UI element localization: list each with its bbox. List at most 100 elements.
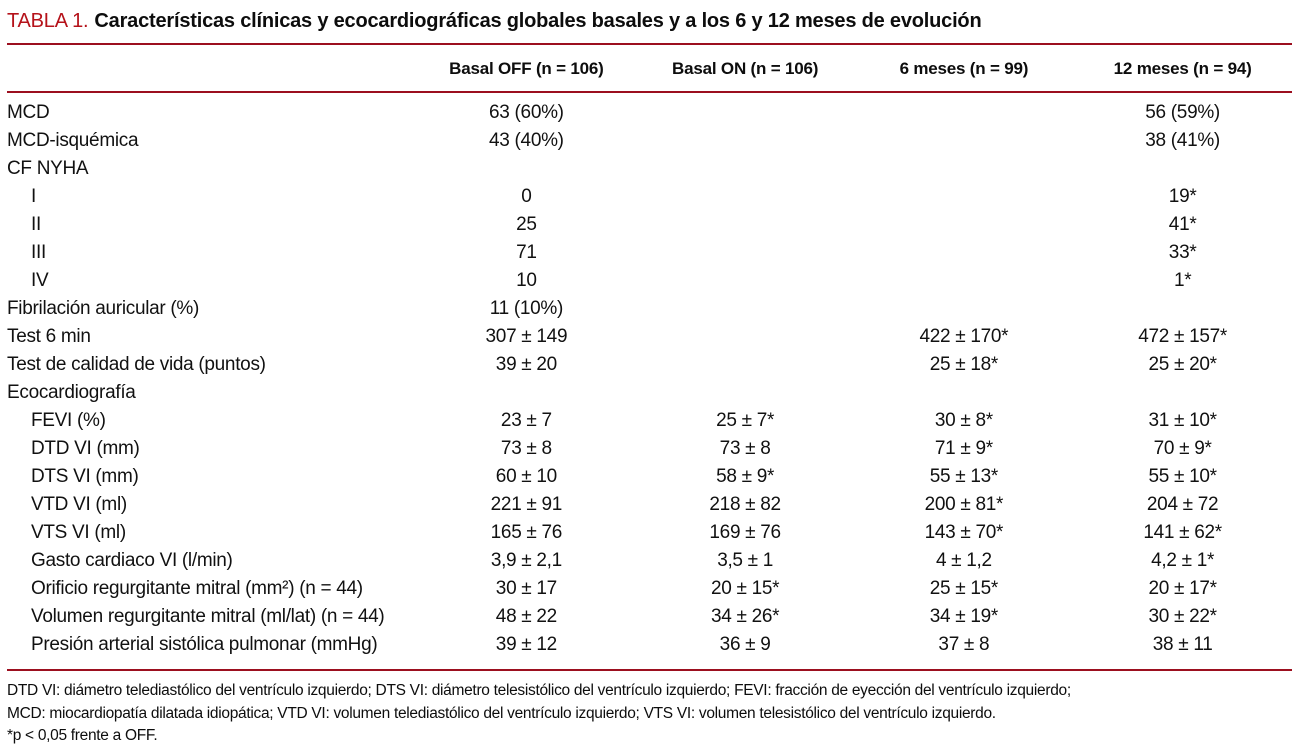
- cell: 33*: [1168, 242, 1197, 263]
- cell: 70 ± 9*: [1153, 438, 1212, 459]
- cell: 221 ± 91: [490, 494, 563, 515]
- table-body: MCD 63 (60%) 56 (59%) MCD-isquémica 43 (40%)…: [7, 92, 1292, 670]
- table-header: Basal OFF (n = 106) Basal ON (n = 106) 6…: [7, 44, 1292, 93]
- cell: 25 ± 7*: [716, 410, 775, 431]
- cell: [855, 127, 1074, 155]
- cell: 0: [521, 186, 532, 207]
- table-row: Test de calidad de vida (puntos) 39 ± 20 2…: [7, 351, 1292, 379]
- cell: 11 (10%): [489, 298, 564, 319]
- cell: 20 ± 17*: [1148, 578, 1218, 599]
- cell: 307 ± 149: [485, 326, 568, 347]
- cell: 4 ± 1,2: [935, 550, 992, 571]
- table-row: FEVI (%) 23 ± 7 25 ± 7* 30 ± 8* 31 ± 10*: [7, 407, 1292, 435]
- cell: 23 ± 7: [500, 410, 552, 431]
- cell: [636, 295, 855, 323]
- table-row: Orificio regurgitante mitral (mm²) (n = …: [7, 575, 1292, 603]
- table-row: I 0 19*: [7, 183, 1292, 211]
- cell: 36 ± 9: [719, 634, 771, 655]
- cell: [855, 295, 1074, 323]
- cell: 10: [516, 270, 537, 291]
- cell: 48 ± 22: [495, 606, 557, 627]
- table-row: Gasto cardiaco VI (l/min) 3,9 ± 2,1 3,5 ± …: [7, 547, 1292, 575]
- cell: 1*: [1173, 270, 1192, 291]
- cell: 19*: [1168, 186, 1197, 207]
- row-label: II: [31, 214, 41, 235]
- cell: [855, 183, 1074, 211]
- cell: [636, 267, 855, 295]
- cell: [855, 379, 1074, 407]
- row-label: I: [31, 186, 36, 207]
- cell: 37 ± 8: [938, 634, 990, 655]
- cell: [636, 211, 855, 239]
- cell: [636, 183, 855, 211]
- cell: 39 ± 12: [495, 634, 557, 655]
- cell: 3,9 ± 2,1: [490, 550, 562, 571]
- row-label: Volumen regurgitante mitral (ml/lat) (n …: [31, 606, 385, 627]
- row-label: Presión arterial sistólica pulmonar (mmH…: [31, 634, 378, 655]
- cell: 472 ± 157*: [1138, 326, 1228, 347]
- table-caption: Características clínicas y ecocardiográf…: [94, 10, 982, 32]
- table-title: TABLA 1. Características clínicas y ecoca…: [7, 0, 1292, 34]
- row-label: CF NYHA: [7, 158, 89, 179]
- cell: 31 ± 10*: [1148, 410, 1218, 431]
- footnote-line: MCD: miocardiopatía dilatada idiopática;…: [7, 704, 996, 722]
- row-label: FEVI (%): [31, 410, 106, 431]
- cell: 218 ± 82: [709, 494, 781, 515]
- row-label: MCD: [7, 102, 50, 123]
- cell: 73 ± 8: [500, 438, 552, 459]
- cell: 4,2 ± 1*: [1151, 550, 1215, 571]
- cell: [855, 267, 1074, 295]
- table-row: IV 10 1*: [7, 267, 1292, 295]
- cell: [1073, 295, 1292, 323]
- cell: 422 ± 170*: [919, 326, 1009, 347]
- cell: 56 (59%): [1145, 102, 1220, 123]
- cell: [636, 379, 855, 407]
- table-row: DTD VI (mm) 73 ± 8 73 ± 8 71 ± 9* 70 ± 9*: [7, 435, 1292, 463]
- table-row: III 71 33*: [7, 239, 1292, 267]
- cell: [855, 92, 1074, 127]
- table-row: VTD VI (ml) 221 ± 91 218 ± 82 200 ± 81* 204 …: [7, 491, 1292, 519]
- row-label: Fibrilación auricular (%): [7, 298, 200, 319]
- cell: 20 ± 15*: [711, 578, 780, 599]
- cell: [636, 155, 855, 183]
- cell: [636, 127, 855, 155]
- cell: [1073, 379, 1292, 407]
- table-row: Volumen regurgitante mitral (ml/lat) (n …: [7, 603, 1292, 631]
- cell: [855, 211, 1074, 239]
- cell: 204 ± 72: [1146, 494, 1219, 515]
- table-number: TABLA 1.: [7, 10, 89, 32]
- cell: 3,5 ± 1: [717, 550, 774, 571]
- cell: 141 ± 62*: [1143, 522, 1222, 543]
- cell: 25 ± 18*: [929, 354, 999, 375]
- cell: 34 ± 19*: [929, 606, 999, 627]
- table-row: Fibrilación auricular (%) 11 (10%): [7, 295, 1292, 323]
- cell: 34 ± 26*: [711, 606, 780, 627]
- table-row: Test 6 min 307 ± 149 422 ± 170* 472 ± 157*: [7, 323, 1292, 351]
- row-label: III: [31, 242, 46, 263]
- cell: 55 ± 10*: [1148, 466, 1218, 487]
- row-label: MCD-isquémica: [7, 130, 139, 151]
- cell: 73 ± 8: [719, 438, 771, 459]
- cell: 200 ± 81*: [924, 494, 1004, 515]
- cell: 165 ± 76: [490, 522, 563, 543]
- cell: [636, 239, 855, 267]
- cell: [636, 351, 855, 379]
- footnote-line: *p < 0,05 frente a OFF.: [7, 727, 158, 744]
- row-label: DTD VI (mm): [31, 438, 140, 459]
- cell: 25 ± 15*: [929, 578, 999, 599]
- cell: 41*: [1168, 214, 1197, 235]
- cell: [417, 379, 636, 407]
- cell: 30 ± 22*: [1148, 606, 1218, 627]
- cell: 58 ± 9*: [716, 466, 775, 487]
- cell: 30 ± 17: [495, 578, 557, 599]
- cell: 71: [516, 242, 537, 263]
- cell: 60 ± 10: [495, 466, 557, 487]
- table-row: MCD 63 (60%) 56 (59%): [7, 92, 1292, 127]
- row-label: DTS VI (mm): [31, 466, 139, 487]
- column-header-basal-off: Basal OFF (n = 106): [417, 44, 636, 93]
- cell: 169 ± 76: [709, 522, 781, 543]
- cell: 39 ± 20: [495, 354, 557, 375]
- cell: [417, 155, 636, 183]
- row-label: VTD VI (ml): [31, 494, 127, 515]
